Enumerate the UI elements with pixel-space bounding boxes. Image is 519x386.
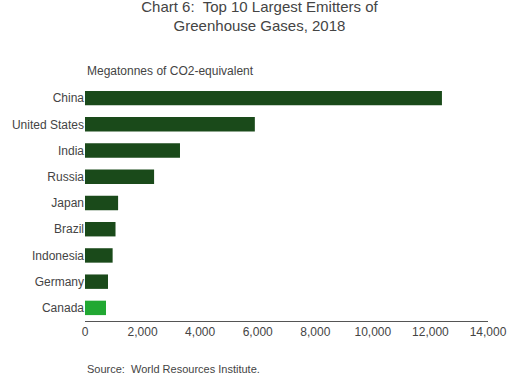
svg-text:8,000: 8,000: [300, 325, 330, 339]
svg-text:4,000: 4,000: [185, 325, 215, 339]
svg-text:Indonesia: Indonesia: [32, 249, 84, 263]
svg-text:Canada: Canada: [42, 301, 84, 315]
svg-text:14,000: 14,000: [470, 325, 507, 339]
svg-text:2,000: 2,000: [128, 325, 158, 339]
svg-text:India: India: [58, 144, 84, 158]
svg-text:Russia: Russia: [47, 170, 84, 184]
svg-text:Japan: Japan: [51, 196, 84, 210]
svg-text:China: China: [53, 91, 85, 105]
svg-text:Megatonnes of CO2-equivalent: Megatonnes of CO2-equivalent: [87, 64, 254, 78]
svg-text:Source: World Resources Insti: Source: World Resources Institute.: [87, 363, 260, 375]
svg-text:United States: United States: [12, 118, 84, 132]
svg-text:Germany: Germany: [35, 275, 84, 289]
svg-text:Brazil: Brazil: [54, 222, 84, 236]
svg-text:12,000: 12,000: [412, 325, 449, 339]
svg-text:Chart 6: Top 10 Largest Emitt: Chart 6: Top 10 Largest Emitters ofGreen…: [141, 0, 378, 34]
svg-text:10,000: 10,000: [355, 325, 392, 339]
svg-text:6,000: 6,000: [243, 325, 273, 339]
svg-text:0: 0: [82, 325, 89, 339]
